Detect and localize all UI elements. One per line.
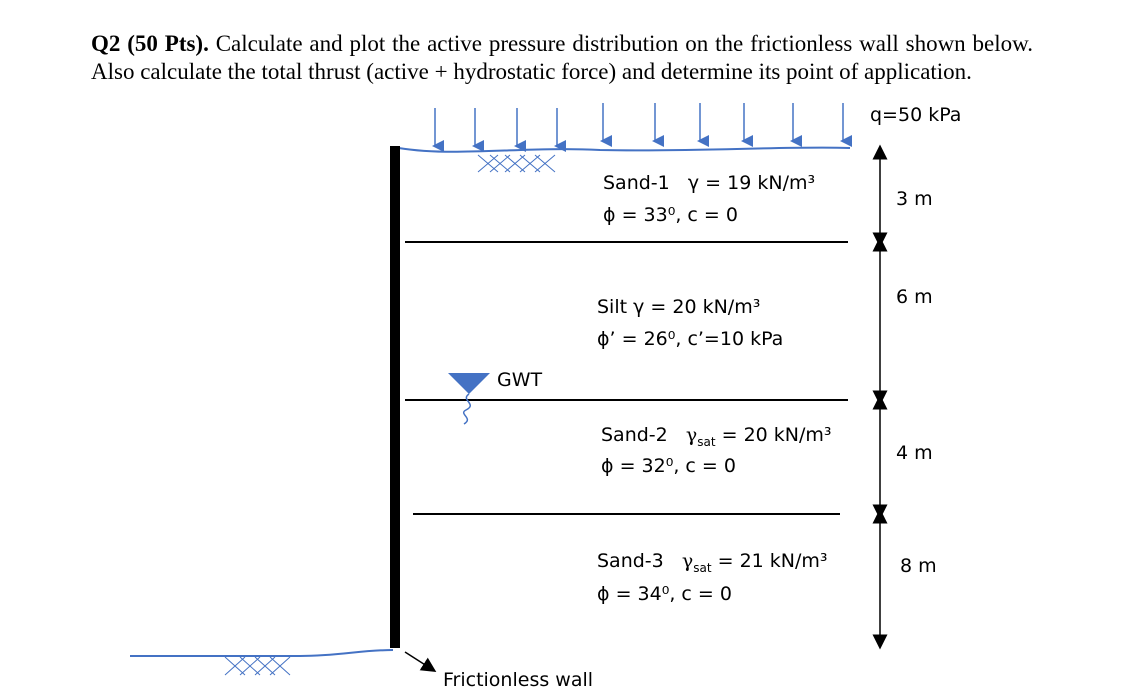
ground-surface [392, 146, 851, 153]
layer-line: Sand-3 γsat = 21 kN/m³ [597, 550, 828, 575]
gamma-sub: sat [697, 434, 716, 449]
thickness: 6 m [896, 286, 933, 308]
layer-name: Sand-1 [603, 172, 670, 194]
layer-line: Silt γ = 20 kN/m³ [597, 296, 760, 318]
layer-phi: ϕ = 32⁰, c = 0 [601, 455, 736, 477]
layer-phi: ϕ = 34⁰, c = 0 [597, 583, 732, 605]
gamma-symbol: γ [685, 424, 698, 446]
layer-line: Sand-2 γsat = 20 kN/m³ [601, 424, 832, 449]
layer-boundaries [405, 241, 848, 515]
surcharge-arrows [432, 103, 852, 152]
gwt-wave [462, 393, 472, 425]
thickness: 4 m [896, 442, 933, 464]
thickness: 3 m [896, 188, 933, 210]
layer-phi: ϕ = 33⁰, c = 0 [603, 204, 738, 226]
layer-gamma: γ = 20 kN/m³ [633, 296, 761, 318]
wall-pointer [404, 651, 437, 673]
layer-phi: ϕ’ = 26⁰, c’=10 kPa [597, 328, 784, 350]
gamma-sub: sat [693, 560, 712, 575]
front-ground [130, 649, 394, 657]
layer-name: Silt [597, 296, 628, 318]
question-text: Calculate and plot the active pressure d… [91, 31, 1033, 84]
question: Q2 (50 Pts). Calculate and plot the acti… [91, 30, 1033, 86]
layer-gamma: γ = 19 kN/m³ [687, 172, 816, 194]
gamma-value: = 20 kN/m³ [721, 424, 832, 446]
thickness: 8 m [900, 555, 937, 577]
question-label: Q2 (50 Pts). [91, 31, 209, 56]
gwt-label: GWT [497, 369, 543, 391]
surcharge: q=50 kPa [870, 104, 962, 126]
wall [390, 146, 400, 648]
wall-label: Frictionless wall [443, 669, 594, 691]
hatch [224, 154, 556, 676]
gamma-value: = 21 kN/m³ [717, 550, 828, 572]
gwt-symbol [448, 373, 490, 394]
layer-name: Sand-3 [597, 550, 664, 572]
layer-name: Sand-2 [601, 424, 668, 446]
layer-line: Sand-1 γ = 19 kN/m³ [603, 172, 815, 194]
gamma-symbol: γ [681, 550, 694, 572]
